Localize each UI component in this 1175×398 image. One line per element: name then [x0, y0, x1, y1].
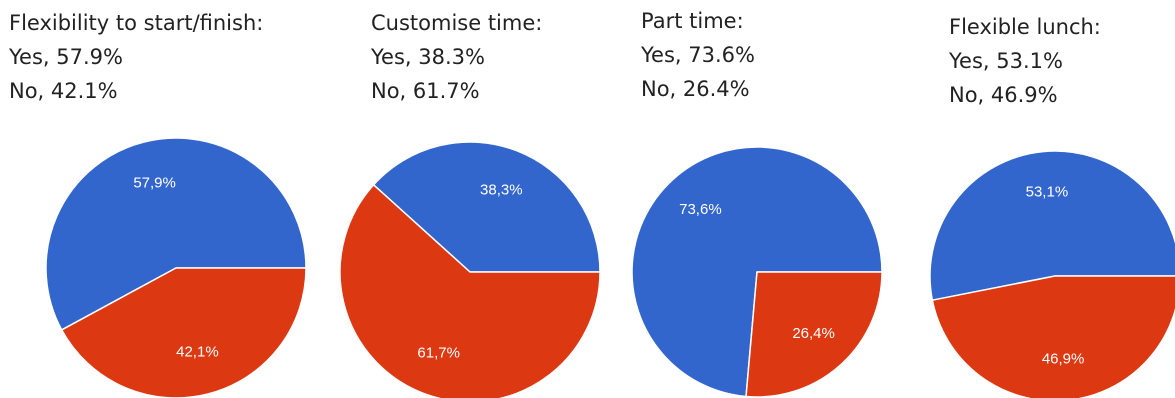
pie-slice-no — [339, 184, 601, 398]
caption-yes: Yes, 73.6% — [641, 43, 755, 67]
caption-yes: Yes, 57.9% — [9, 45, 123, 69]
caption-title: Part time: — [641, 9, 744, 33]
slice-label-yes: 38,3% — [480, 182, 523, 199]
slice-label-yes: 57,9% — [133, 175, 176, 192]
caption-title: Customise time: — [371, 11, 543, 35]
slice-label-yes: 53,1% — [1026, 184, 1069, 201]
caption-customise: Customise time: Yes, 38.3% No, 61.7% — [371, 6, 542, 108]
caption-no: No, 46.9% — [949, 83, 1058, 107]
pie-slice-yes — [929, 150, 1175, 301]
caption-title: Flexibility to start/finish: — [9, 11, 264, 35]
slice-label-no: 46,9% — [1042, 350, 1085, 367]
pie-slice-no — [60, 267, 307, 398]
slice-label-no: 26,4% — [792, 325, 835, 342]
caption-no: No, 61.7% — [371, 79, 480, 103]
caption-title: Flexible lunch: — [949, 15, 1101, 39]
pie-part-time: 73,6% 26,4% — [631, 146, 883, 398]
caption-yes: Yes, 38.3% — [371, 45, 485, 69]
caption-part-time: Part time: Yes, 73.6% No, 26.4% — [641, 4, 755, 106]
caption-no: No, 26.4% — [641, 77, 750, 101]
pie-customise: 38,3% 61,7% — [339, 141, 601, 398]
pie-flexible-lunch: 53,1% 46,9% — [929, 150, 1175, 398]
pie-slice-yes — [372, 141, 601, 273]
slice-label-yes: 73,6% — [679, 201, 722, 218]
pie-slice-yes — [45, 137, 307, 331]
slice-label-no: 61,7% — [417, 344, 460, 361]
caption-flexible-lunch: Flexible lunch: Yes, 53.1% No, 46.9% — [949, 10, 1101, 112]
caption-yes: Yes, 53.1% — [949, 49, 1063, 73]
caption-no: No, 42.1% — [9, 79, 118, 103]
pie-slice-no — [745, 271, 883, 398]
caption-flexibility: Flexibility to start/finish: Yes, 57.9% … — [9, 6, 263, 108]
pie-flexibility: 57,9% 42,1% — [45, 137, 307, 398]
slice-label-no: 42,1% — [176, 343, 219, 360]
pie-slice-no — [931, 275, 1175, 398]
